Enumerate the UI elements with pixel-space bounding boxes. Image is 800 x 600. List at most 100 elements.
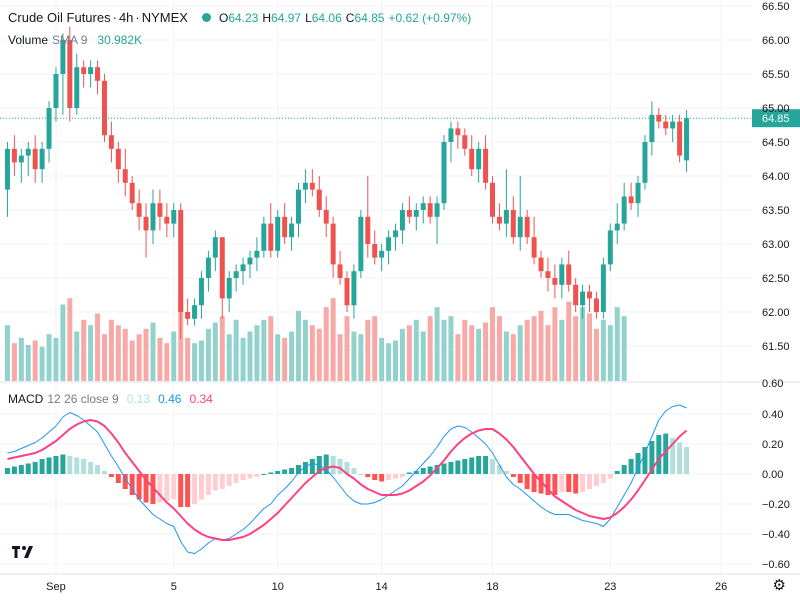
macd-histogram-bar [593,474,599,486]
macd-histogram-bar [448,462,454,474]
volume-bar [337,334,343,381]
macd-histogram-bar [427,466,433,474]
volume-bar [157,337,163,381]
volume-bar [192,343,198,381]
macd-histogram-bar [129,474,135,495]
candle-body [593,298,599,312]
macd-legend[interactable]: MACD 12 26 close 9 0.13 0.46 0.34 [8,392,213,406]
price-axis-tick: 62.00 [762,307,790,319]
macd-histogram-bar [372,474,378,480]
volume-bar [476,328,482,381]
candle-body [212,237,218,258]
macd-axis-tick: −0.60 [762,559,790,571]
macd-histogram-bar [296,465,301,474]
candle-body [261,223,267,251]
macd-histogram-bar [406,472,412,474]
last-price-line: 64.85 [0,109,800,128]
candle-body [108,135,114,149]
candle-body [46,108,52,149]
macd-histogram-bar [490,459,496,474]
macd-histogram-bar [552,474,558,495]
macd-histogram-bar [365,474,371,477]
price-axis-tick: 64.50 [762,137,790,149]
candle-body [351,271,357,306]
volume-bar [490,307,496,381]
volume-bar [302,319,308,381]
tradingview-logo-icon[interactable] [10,542,40,560]
macd-histogram-bar [483,456,489,474]
candle-body [379,250,385,258]
candle-body [413,210,419,217]
volume-bar [393,340,398,381]
volume-bar [212,322,218,381]
macd-histogram-bar [614,471,620,474]
macd-histogram-bar [635,453,641,474]
macd-histogram-bar [413,471,419,474]
macd-histogram-bar [524,474,530,489]
volume-bar [268,316,274,381]
price-axis-tick: 64.00 [762,171,790,183]
candle-body [427,203,433,217]
volume-label: Volume [8,33,49,47]
macd-histogram-bar [358,474,364,475]
macd-axis-tick: −0.40 [762,529,790,541]
close-value: 64.85 [354,10,385,25]
candle-body [178,210,184,312]
macd-histogram-bar [60,454,66,474]
candle-body [226,278,232,299]
macd-histogram-bar [656,435,662,474]
candle-body [171,210,177,224]
volume-bar [323,307,329,381]
candle-body [157,203,163,217]
volume-bar [559,319,565,381]
candle-body [545,271,551,278]
candle-body [455,128,461,136]
candle-body [198,278,204,306]
volume-bar [275,334,281,381]
candle-body [275,216,281,251]
volume-bar [434,307,440,381]
macd-histogram-bar [399,474,405,477]
macd-histogram-bar [39,459,45,474]
volume-bar [413,319,419,381]
market-status-icon[interactable] [201,13,211,22]
volume-bar [427,316,433,381]
volume-bar [330,298,336,381]
candle-body [538,257,544,272]
macd-histogram-bar [289,468,295,474]
macd-histogram-bar [420,468,426,474]
volume-legend[interactable]: Volume SMA 9 30.982K [8,33,142,47]
volume-bar [496,316,502,381]
candle-body [330,223,336,265]
gear-icon[interactable]: ⚙ [772,577,786,594]
volume-bar [226,334,232,381]
macd-histogram-bar [101,471,107,474]
macd-histogram-bar [226,474,232,486]
high-value: 64.97 [271,10,302,25]
macd-histogram-bar [233,474,239,483]
macd-histogram-bar [545,474,551,495]
time-axis-tick: 26 [715,581,727,593]
volume-bar [240,337,246,381]
volume-bar [365,319,371,381]
volume-bar [372,316,378,381]
candle-body [573,284,579,306]
candle-body [289,223,295,238]
macd-axis-tick: 0.40 [762,409,783,421]
symbol-name[interactable]: Crude Oil Futures [8,10,111,25]
volume-bar [344,316,350,381]
macd-histogram-bar [157,474,163,503]
macd-histogram-bar [143,474,149,503]
candle-body [164,216,170,224]
interval-label[interactable]: 4h [118,10,134,25]
volume-value: 30.982K [97,33,143,47]
candle-body [469,148,475,170]
high-label: H [262,10,272,25]
macd-line [7,404,687,554]
macd-histogram-bar [67,456,73,474]
volume-bar [171,331,177,381]
low-label: L [305,10,312,25]
candle-body [496,216,502,224]
